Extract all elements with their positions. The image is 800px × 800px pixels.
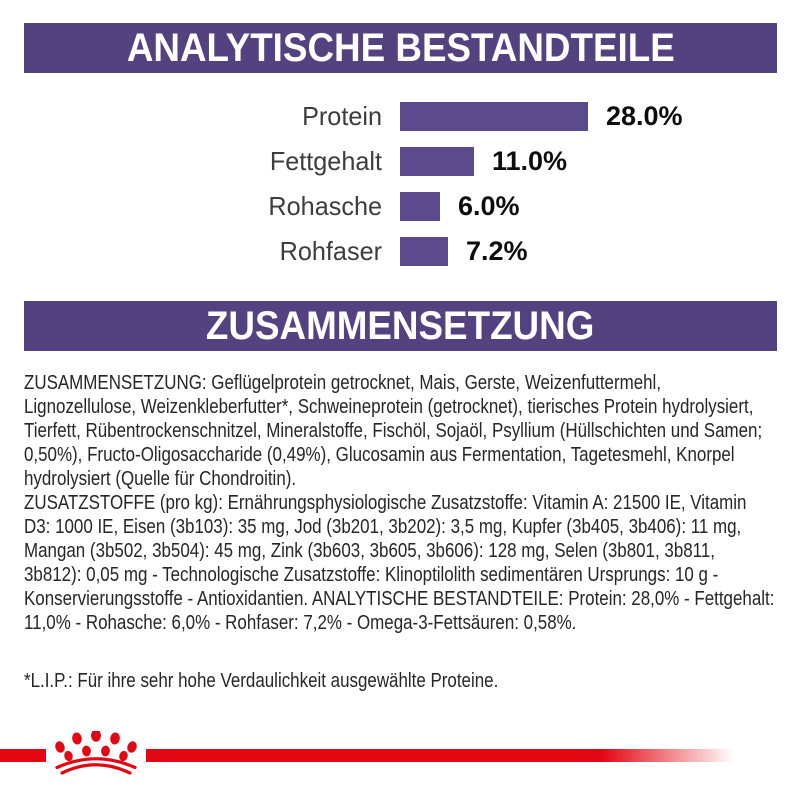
footer-stripe-left [0, 749, 46, 762]
chart-row: Rohfaser 7.2% [0, 237, 800, 266]
chart-category-label: Fettgehalt [269, 146, 382, 176]
composition-header-banner: ZUSAMMENSETZUNG [24, 301, 777, 351]
royal-canin-crown-icon [54, 731, 138, 777]
composition-header-title: ZUSAMMENSETZUNG [206, 304, 595, 348]
chart-row: Rohasche 6.0% [0, 192, 800, 221]
footer-stripe-right [146, 749, 746, 762]
lip-footnote: *L.I.P.: Für ihre sehr hohe Verdaulichke… [24, 670, 499, 692]
chart-value-label: 28.0% [606, 101, 683, 131]
analytical-bar-chart: Protein 28.0% Fettgehalt 11.0% Rohasche … [0, 0, 800, 300]
chart-bar [400, 237, 448, 266]
chart-category-label: Protein [302, 101, 382, 131]
chart-category-label: Rohasche [268, 191, 382, 221]
chart-value-label: 6.0% [458, 191, 520, 221]
chart-category-label: Rohfaser [279, 236, 382, 266]
composition-paragraph: ZUSAMMENSETZUNG: Geflügelprotein getrock… [24, 372, 763, 490]
ingredients-text-block: ZUSAMMENSETZUNG: Geflügelprotein getrock… [24, 371, 776, 635]
additives-paragraph: ZUSATZSTOFFE (pro kg): Ernährungsphysiol… [24, 492, 775, 634]
chart-value-label: 11.0% [492, 146, 568, 176]
chart-row: Fettgehalt 11.0% [0, 147, 800, 176]
chart-value-label: 7.2% [466, 236, 528, 266]
analytical-header-banner: ANALYTISCHE BESTANDTEILE [24, 23, 777, 73]
chart-bar [400, 102, 588, 131]
chart-bar [400, 192, 440, 221]
chart-bar [400, 147, 474, 176]
chart-row: Protein 28.0% [0, 102, 800, 131]
analytical-header-title: ANALYTISCHE BESTANDTEILE [126, 26, 675, 70]
